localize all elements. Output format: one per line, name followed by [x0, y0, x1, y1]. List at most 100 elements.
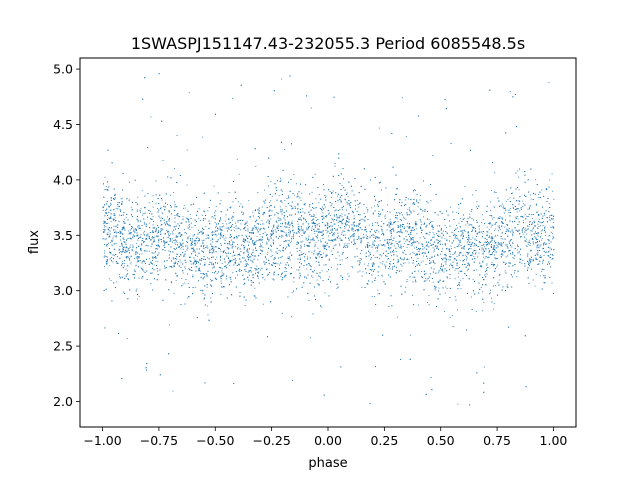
data-point — [188, 268, 190, 270]
data-point — [287, 240, 289, 242]
data-point — [404, 249, 405, 251]
data-point — [332, 229, 333, 231]
data-point — [488, 248, 490, 250]
data-point — [153, 240, 154, 242]
data-point — [111, 257, 112, 259]
data-point — [425, 272, 427, 274]
data-point — [511, 231, 513, 233]
data-point — [279, 264, 281, 266]
data-point — [162, 229, 164, 231]
data-point — [284, 199, 286, 201]
data-point — [114, 217, 116, 219]
data-point — [300, 200, 302, 201]
data-point — [255, 250, 257, 251]
data-point — [288, 223, 289, 225]
data-point — [406, 222, 408, 224]
data-point — [229, 259, 231, 261]
data-point — [108, 217, 110, 219]
data-point — [190, 222, 192, 224]
data-point — [146, 234, 148, 236]
data-point — [400, 244, 402, 246]
data-point — [315, 256, 317, 258]
data-point — [236, 237, 238, 239]
data-point — [288, 246, 290, 248]
data-point — [408, 198, 410, 200]
data-point — [475, 250, 477, 252]
data-point — [396, 261, 398, 263]
data-point — [192, 250, 194, 252]
data-point — [203, 244, 205, 246]
data-point — [152, 256, 154, 258]
data-point — [357, 237, 359, 239]
data-point — [227, 208, 229, 210]
data-point — [377, 247, 378, 249]
data-point — [532, 279, 534, 281]
data-point — [449, 206, 451, 208]
data-point — [543, 242, 545, 244]
data-point — [310, 266, 312, 267]
data-point — [333, 245, 335, 247]
data-point — [297, 223, 299, 225]
data-point — [232, 250, 234, 252]
data-point — [478, 252, 480, 254]
data-point — [346, 247, 348, 248]
data-point — [418, 213, 420, 215]
data-point — [189, 229, 191, 231]
data-point — [272, 228, 273, 230]
data-point — [378, 127, 380, 129]
data-point — [226, 223, 228, 225]
data-point — [387, 211, 389, 213]
data-point — [282, 230, 284, 232]
data-point — [536, 247, 538, 249]
data-point — [540, 230, 542, 232]
data-point — [326, 222, 328, 224]
data-point — [414, 222, 416, 224]
data-point — [516, 211, 518, 213]
data-point — [546, 189, 548, 191]
data-point — [503, 205, 504, 207]
data-point — [409, 235, 410, 237]
data-point — [276, 222, 278, 224]
data-point — [371, 263, 373, 265]
data-point — [309, 206, 311, 208]
data-point — [449, 317, 451, 319]
data-point — [384, 218, 386, 219]
data-point — [112, 261, 114, 263]
data-point — [345, 245, 347, 247]
data-point — [552, 226, 554, 227]
data-point — [433, 234, 435, 236]
data-point — [287, 256, 289, 258]
data-point — [176, 258, 178, 260]
data-point — [460, 239, 461, 241]
data-point — [496, 266, 498, 268]
data-point — [509, 249, 511, 251]
data-point — [266, 258, 267, 260]
data-point — [382, 275, 383, 277]
data-point — [337, 228, 338, 230]
data-point — [288, 226, 290, 228]
data-point — [261, 220, 263, 222]
data-point — [170, 233, 172, 235]
data-point — [104, 176, 106, 178]
data-point — [109, 204, 111, 206]
data-point — [393, 245, 395, 247]
data-point — [518, 189, 520, 191]
data-point — [475, 230, 477, 232]
data-point — [148, 202, 150, 204]
data-point — [545, 189, 547, 191]
scatter-points — [102, 73, 555, 406]
data-point — [157, 207, 159, 209]
data-point — [374, 295, 375, 297]
data-point — [289, 252, 291, 254]
data-point — [158, 230, 160, 232]
data-point — [169, 240, 171, 242]
data-point — [293, 194, 295, 196]
data-point — [139, 236, 141, 238]
data-point — [376, 245, 378, 247]
data-point — [309, 242, 311, 244]
data-point — [431, 256, 433, 258]
data-point — [255, 165, 257, 167]
data-point — [460, 279, 462, 281]
data-point — [361, 228, 363, 230]
data-point — [210, 297, 212, 299]
